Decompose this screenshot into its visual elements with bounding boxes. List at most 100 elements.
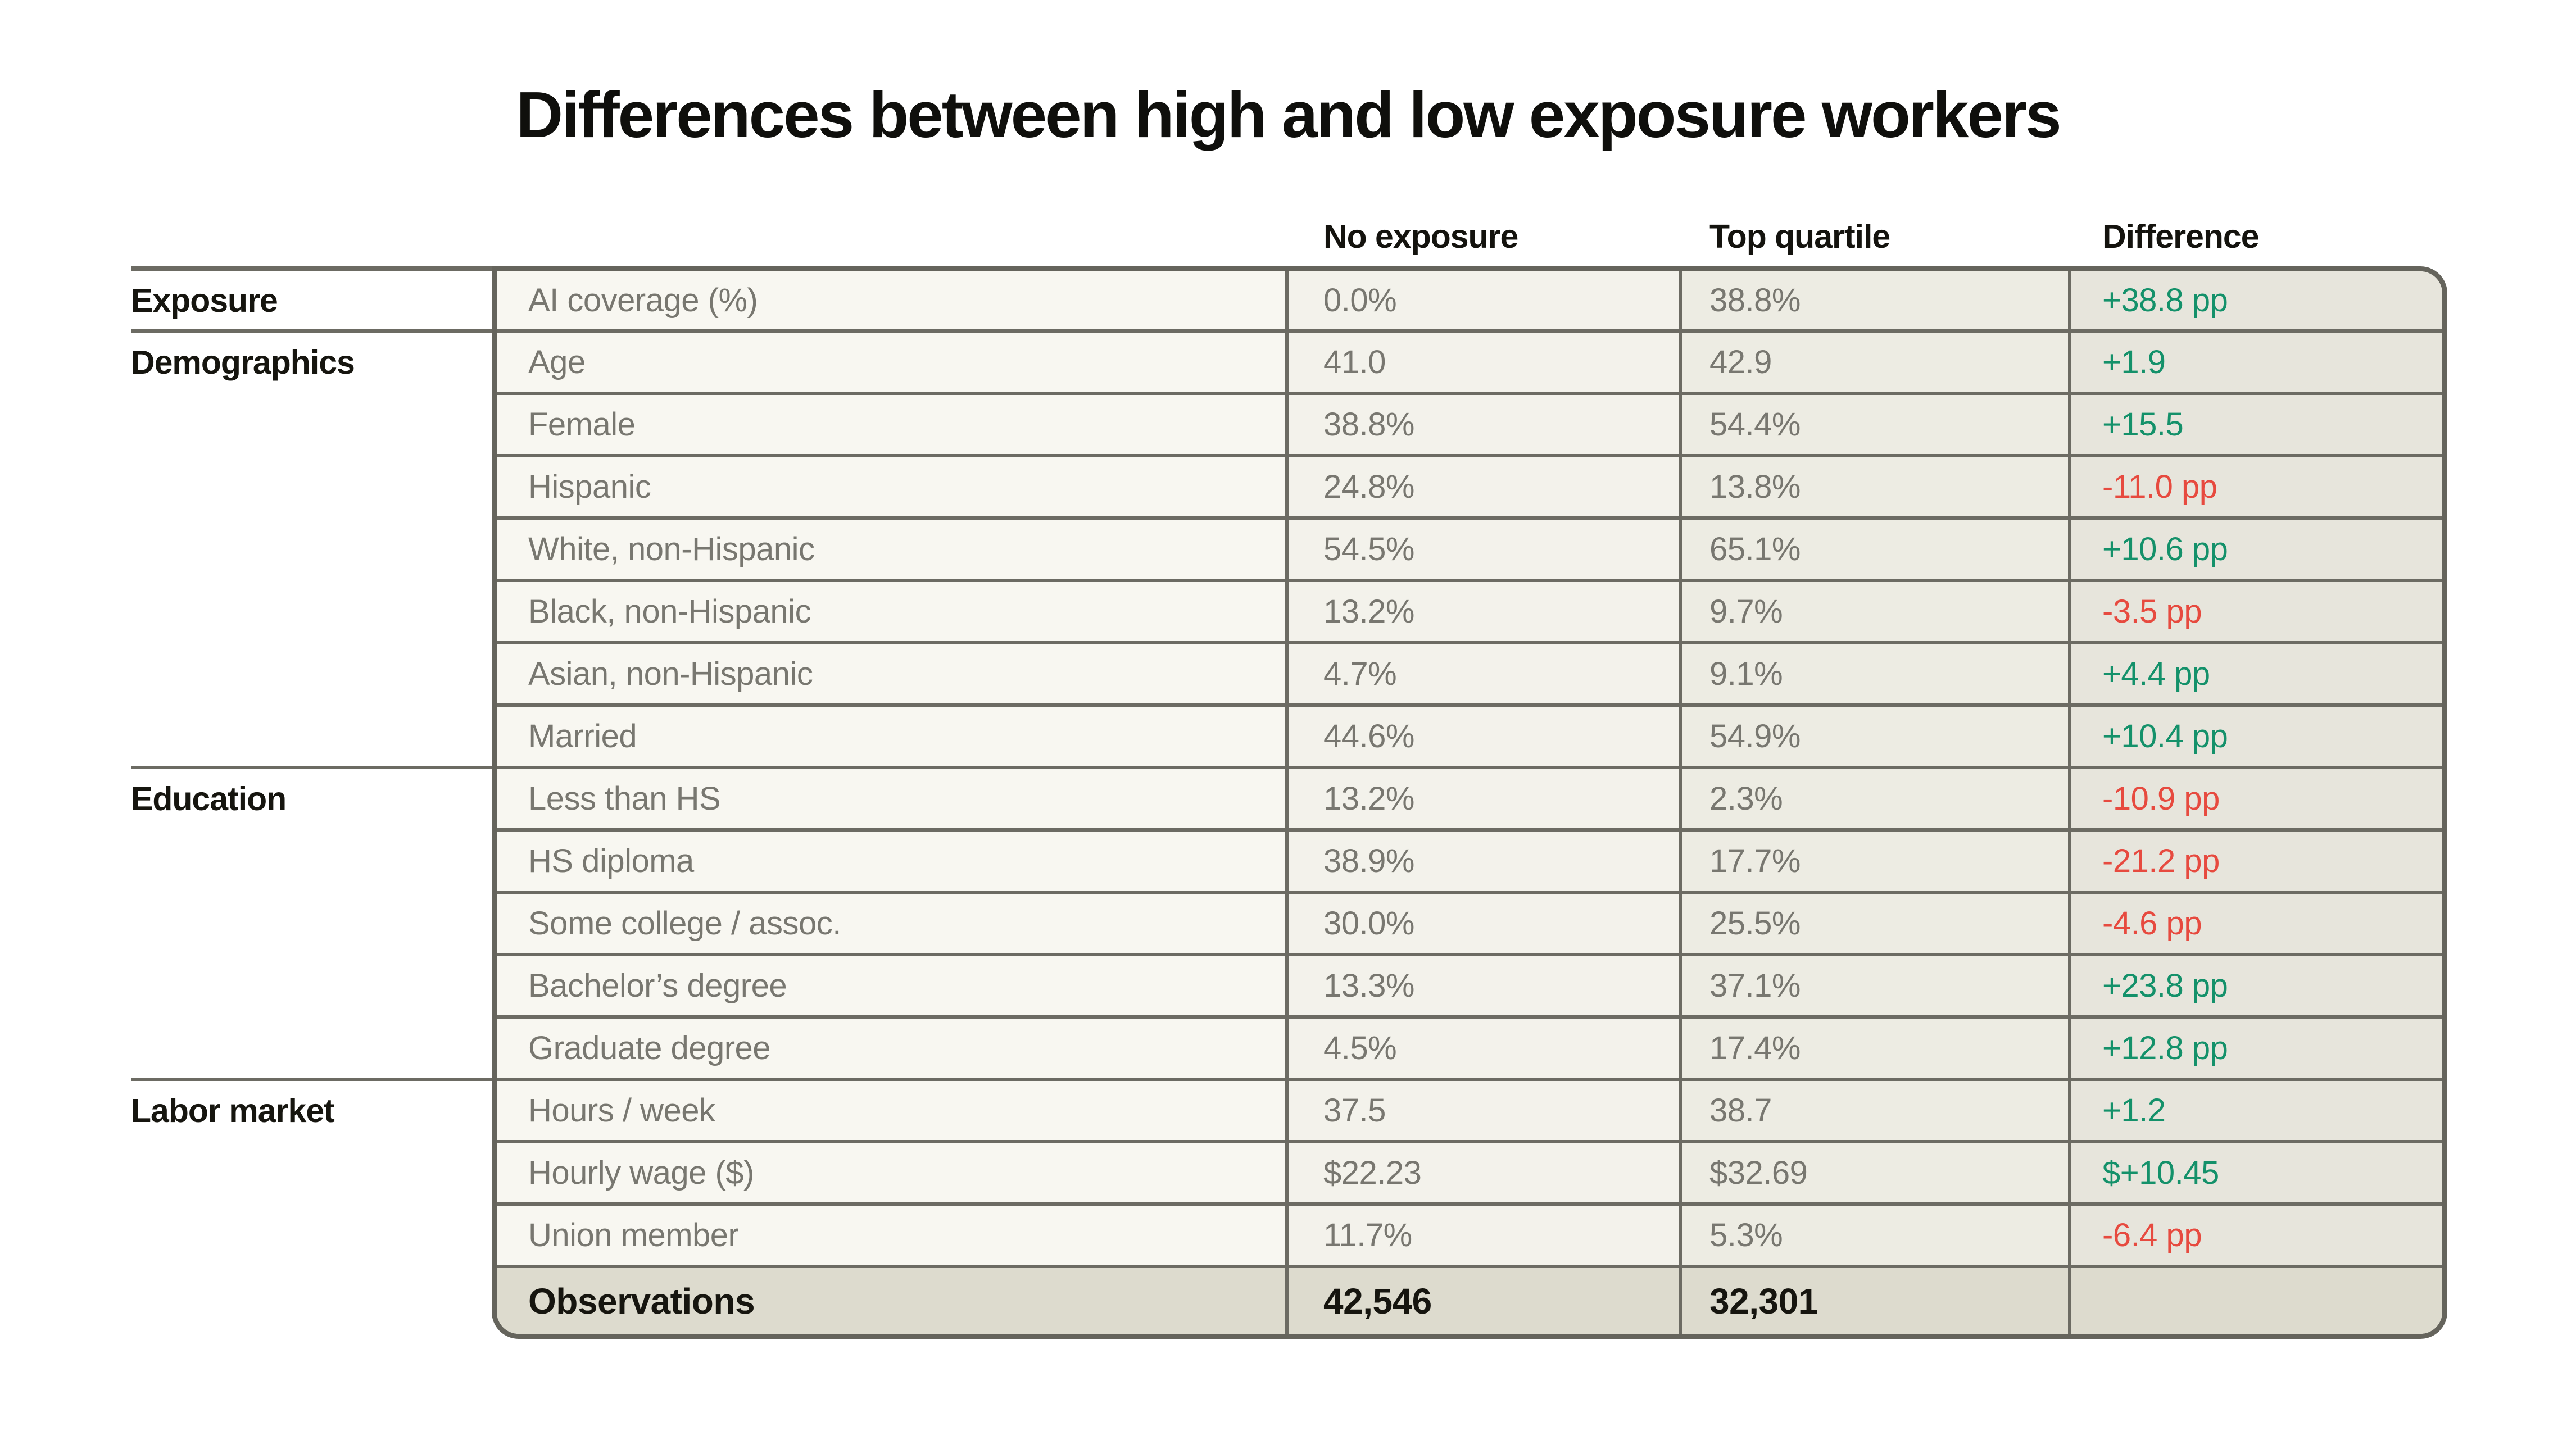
value-difference: +1.9 <box>2068 329 2442 392</box>
value-no-exposure: 41.0 <box>1285 329 1679 392</box>
value-no-exposure: 0.0% <box>1285 271 1679 329</box>
value-top-quartile: 9.1% <box>1679 641 2068 703</box>
value-difference: -10.9 pp <box>2068 766 2442 828</box>
value-no-exposure: 4.7% <box>1285 641 1679 703</box>
row-label: White, non-Hispanic <box>497 516 1285 579</box>
column-header-difference: Difference <box>2102 218 2260 255</box>
observations-row: Observations 42,546 32,301 <box>497 1265 2442 1334</box>
value-difference: +4.4 pp <box>2068 641 2442 703</box>
row-label: Bachelor’s degree <box>497 953 1285 1015</box>
value-no-exposure: 54.5% <box>1285 516 1679 579</box>
column-header-no-exposure: No exposure <box>1323 218 1518 255</box>
table-row: Union member 11.7% 5.3% -6.4 pp <box>497 1202 2442 1265</box>
group-divider <box>131 1078 492 1081</box>
value-difference: -6.4 pp <box>2068 1202 2442 1265</box>
row-label: Hispanic <box>497 454 1285 516</box>
group-divider <box>131 766 492 769</box>
row-label: AI coverage (%) <box>497 271 1285 329</box>
value-difference: +1.2 <box>2068 1078 2442 1140</box>
table-row: Female 38.8% 54.4% +15.5 <box>497 392 2442 454</box>
table-row: Hours / week 37.5 38.7 +1.2 <box>497 1078 2442 1140</box>
group-divider <box>131 266 492 271</box>
value-no-exposure: 38.9% <box>1285 828 1679 891</box>
table-row: Bachelor’s degree 13.3% 37.1% +23.8 pp <box>497 953 2442 1015</box>
value-top-quartile: 54.9% <box>1679 703 2068 766</box>
value-no-exposure: $22.23 <box>1285 1140 1679 1202</box>
value-no-exposure: 13.3% <box>1285 953 1679 1015</box>
table-row: White, non-Hispanic 54.5% 65.1% +10.6 pp <box>497 516 2442 579</box>
table-row: Hispanic 24.8% 13.8% -11.0 pp <box>497 454 2442 516</box>
value-difference: +12.8 pp <box>2068 1015 2442 1078</box>
value-difference: +23.8 pp <box>2068 953 2442 1015</box>
value-top-quartile: 13.8% <box>1679 454 2068 516</box>
value-difference: -21.2 pp <box>2068 828 2442 891</box>
value-top-quartile: 37.1% <box>1679 953 2068 1015</box>
value-no-exposure: 11.7% <box>1285 1202 1679 1265</box>
value-no-exposure: 13.2% <box>1285 579 1679 641</box>
table-row: Some college / assoc. 30.0% 25.5% -4.6 pp <box>497 891 2442 953</box>
row-label: Union member <box>497 1202 1285 1265</box>
table-row: AI coverage (%) 0.0% 38.8% +38.8 pp <box>497 271 2442 329</box>
row-label: Black, non-Hispanic <box>497 579 1285 641</box>
row-label: Hours / week <box>497 1078 1285 1140</box>
table-row: Graduate degree 4.5% 17.4% +12.8 pp <box>497 1015 2442 1078</box>
value-difference: $+10.45 <box>2068 1140 2442 1202</box>
table-row: Age 41.0 42.9 +1.9 <box>497 329 2442 392</box>
value-no-exposure: 24.8% <box>1285 454 1679 516</box>
value-difference: +10.4 pp <box>2068 703 2442 766</box>
value-top-quartile: 54.4% <box>1679 392 2068 454</box>
value-difference: +15.5 <box>2068 392 2442 454</box>
observations-label: Observations <box>497 1265 1285 1334</box>
value-no-exposure: 4.5% <box>1285 1015 1679 1078</box>
table-row: Less than HS 13.2% 2.3% -10.9 pp <box>497 766 2442 828</box>
row-label: HS diploma <box>497 828 1285 891</box>
row-label: Graduate degree <box>497 1015 1285 1078</box>
table-row: Asian, non-Hispanic 4.7% 9.1% +4.4 pp <box>497 641 2442 703</box>
row-label: Age <box>497 329 1285 392</box>
value-difference: -4.6 pp <box>2068 891 2442 953</box>
observations-top-quartile: 32,301 <box>1679 1265 2068 1334</box>
value-top-quartile: 17.7% <box>1679 828 2068 891</box>
value-top-quartile: 5.3% <box>1679 1202 2068 1265</box>
row-label: Asian, non-Hispanic <box>497 641 1285 703</box>
page-title: Differences between high and low exposur… <box>516 78 2061 151</box>
value-top-quartile: 2.3% <box>1679 766 2068 828</box>
group-label-demographics: Demographics <box>131 343 355 381</box>
value-no-exposure: 13.2% <box>1285 766 1679 828</box>
group-divider <box>131 329 492 333</box>
table-row: Black, non-Hispanic 13.2% 9.7% -3.5 pp <box>497 579 2442 641</box>
row-label: Some college / assoc. <box>497 891 1285 953</box>
value-top-quartile: 38.8% <box>1679 271 2068 329</box>
comparison-table: AI coverage (%) 0.0% 38.8% +38.8 pp Age 41.0 4… <box>492 266 2447 1339</box>
value-difference: +38.8 pp <box>2068 271 2442 329</box>
value-top-quartile: 9.7% <box>1679 579 2068 641</box>
group-label-exposure: Exposure <box>131 281 278 319</box>
category-column: Exposure Demographics Education Labor marke… <box>131 0 492 1449</box>
value-difference: +10.6 pp <box>2068 516 2442 579</box>
value-top-quartile: 42.9 <box>1679 329 2068 392</box>
value-top-quartile: 65.1% <box>1679 516 2068 579</box>
value-top-quartile: 17.4% <box>1679 1015 2068 1078</box>
row-label: Less than HS <box>497 766 1285 828</box>
value-difference: -11.0 pp <box>2068 454 2442 516</box>
value-top-quartile: $32.69 <box>1679 1140 2068 1202</box>
value-no-exposure: 38.8% <box>1285 392 1679 454</box>
table-row: HS diploma 38.9% 17.7% -21.2 pp <box>497 828 2442 891</box>
group-label-labor-market: Labor market <box>131 1092 335 1129</box>
value-no-exposure: 44.6% <box>1285 703 1679 766</box>
group-label-education: Education <box>131 780 287 817</box>
table-row: Married 44.6% 54.9% +10.4 pp <box>497 703 2442 766</box>
row-label: Hourly wage ($) <box>497 1140 1285 1202</box>
value-no-exposure: 37.5 <box>1285 1078 1679 1140</box>
observations-difference <box>2068 1265 2442 1334</box>
row-label: Female <box>497 392 1285 454</box>
row-label: Married <box>497 703 1285 766</box>
value-top-quartile: 38.7 <box>1679 1078 2068 1140</box>
table-row: Hourly wage ($) $22.23 $32.69 $+10.45 <box>497 1140 2442 1202</box>
column-header-top-quartile: Top quartile <box>1709 218 1890 255</box>
value-difference: -3.5 pp <box>2068 579 2442 641</box>
value-top-quartile: 25.5% <box>1679 891 2068 953</box>
observations-no-exposure: 42,546 <box>1285 1265 1679 1334</box>
value-no-exposure: 30.0% <box>1285 891 1679 953</box>
